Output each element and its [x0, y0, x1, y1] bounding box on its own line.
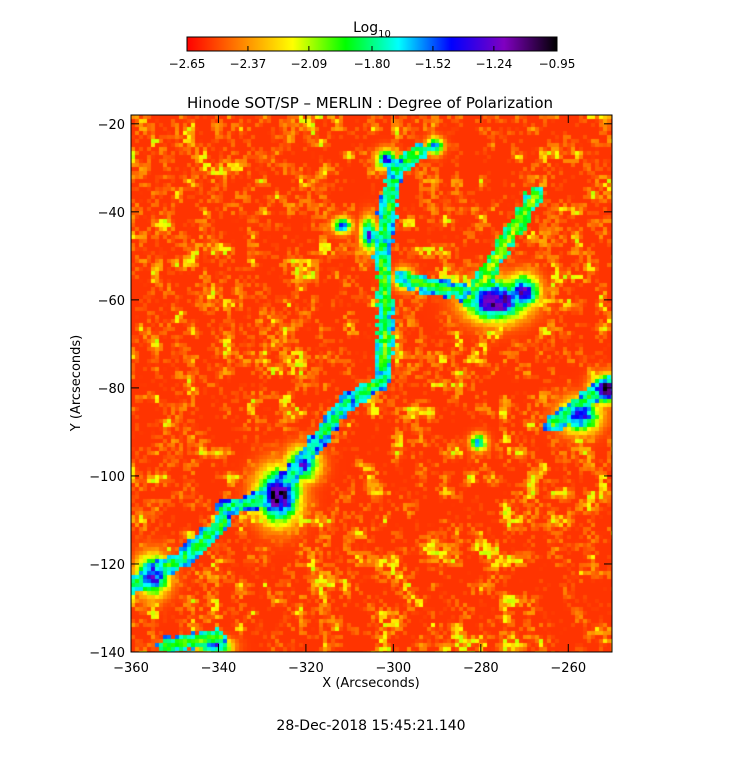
- x-axis-label: X (Arcseconds): [322, 676, 419, 691]
- y-tick-label: −40: [98, 206, 125, 221]
- colorbar-tick-label: −1.52: [415, 57, 452, 71]
- colorbar-tick-label: −1.24: [475, 57, 512, 71]
- colorbar: Log10 −2.65 −2.37 −2.09 −1.80 −1.52 −1.24 −0.9…: [169, 20, 576, 71]
- x-tick-label: −280: [463, 661, 499, 676]
- colorbar-tick-label: −2.65: [169, 57, 206, 71]
- x-tick-label: −340: [201, 661, 237, 676]
- colorbar-tick-label: −2.37: [230, 57, 267, 71]
- colorbar-tick-label: −0.95: [539, 57, 576, 71]
- y-tick-label: −100: [89, 470, 125, 485]
- chart-title: Hinode SOT/SP – MERLIN : Degree of Polar…: [187, 94, 553, 112]
- y-axis-ticks: −20 −40 −60 −80 −100 −120 −140: [89, 118, 612, 661]
- y-tick-label: −20: [98, 118, 125, 133]
- plot-frame: [130, 114, 613, 653]
- y-tick-label: −140: [89, 646, 125, 661]
- colorbar-tick-label: −1.80: [354, 57, 391, 71]
- polarization-map: [131, 115, 612, 652]
- x-tick-label: −360: [113, 661, 149, 676]
- x-tick-label: −300: [376, 661, 412, 676]
- x-axis-ticks: −360 −340 −320 −300 −280 −260: [113, 115, 586, 676]
- colorbar-ticks: −2.65 −2.37 −2.09 −1.80 −1.52 −1.24 −0.95: [169, 46, 576, 71]
- colorbar-label: Log10: [353, 20, 391, 40]
- plot-area: −360 −340 −320 −300 −280 −260 −20 −40 −60 −80 −10…: [89, 114, 613, 676]
- colorbar-tick-label: −2.09: [290, 57, 327, 71]
- y-tick-label: −80: [98, 382, 125, 397]
- y-axis-label: Y (Arcseconds): [69, 335, 84, 432]
- y-tick-label: −60: [98, 294, 125, 309]
- y-tick-label: −120: [89, 558, 125, 573]
- x-tick-label: −320: [288, 661, 324, 676]
- timestamp: 28-Dec-2018 15:45:21.140: [276, 718, 465, 734]
- x-tick-label: −260: [550, 661, 586, 676]
